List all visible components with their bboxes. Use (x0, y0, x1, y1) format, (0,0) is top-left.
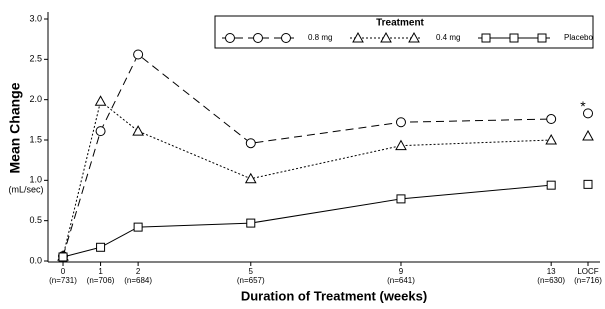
marker (537, 33, 547, 43)
marker (132, 125, 144, 136)
marker (583, 179, 593, 189)
x-tick-label: 2 (136, 267, 141, 276)
legend-box (214, 15, 594, 49)
marker (546, 114, 557, 125)
marker (352, 31, 364, 43)
x-tick-sublabel: (n=657) (237, 276, 265, 285)
marker (396, 194, 406, 204)
marker (133, 222, 143, 232)
x-tick-sublabel: (n=641) (387, 276, 415, 285)
y-tick-label: 0.0 (29, 255, 42, 265)
y-tick-label: 1.0 (29, 175, 42, 185)
marker (96, 242, 106, 252)
marker (225, 33, 235, 43)
series-line (62, 100, 552, 257)
marker (246, 218, 256, 228)
y-tick-label: 2.5 (29, 54, 42, 64)
y-tick-label: 0.5 (29, 215, 42, 225)
x-tick-label: 1 (98, 267, 103, 276)
marker (94, 95, 107, 106)
series-line (62, 53, 552, 257)
marker (281, 33, 291, 43)
marker (395, 139, 407, 151)
x-tick-label: 0 (61, 267, 66, 276)
marker (509, 33, 519, 43)
y-axis-label: Mean Change (7, 82, 23, 173)
marker (408, 31, 420, 43)
y-tick-label: 1.5 (29, 134, 42, 144)
annotation: * (580, 98, 586, 114)
x-tick-sublabel: (n=706) (87, 276, 115, 285)
x-tick-sublabel: (n=731) (49, 276, 77, 285)
legend-label: 0.8 mg (308, 33, 332, 42)
x-tick-label: 13 (547, 267, 556, 276)
marker (253, 33, 263, 43)
x-tick-sublabel: (n=716) (574, 276, 602, 285)
marker (481, 33, 491, 43)
marker (95, 126, 106, 137)
marker (583, 108, 593, 119)
x-axis-label: Duration of Treatment (weeks) (241, 288, 427, 303)
x-tick-label: LOCF (577, 267, 598, 276)
y-tick-label: 2.0 (29, 94, 42, 104)
x-tick-sublabel: (n=684) (124, 276, 152, 285)
y-tick-label: 3.0 (29, 13, 42, 23)
legend-label: Placebo (564, 33, 593, 42)
legend-title: Treatment (376, 18, 424, 29)
marker (133, 49, 144, 60)
marker (582, 129, 594, 141)
marker (395, 117, 406, 128)
marker (245, 138, 256, 149)
marker (546, 180, 556, 190)
marker (545, 133, 558, 145)
marker (380, 31, 392, 43)
x-tick-label: 5 (249, 267, 254, 276)
marker (244, 172, 257, 184)
y-axis-unit: (mL/sec) (8, 184, 43, 194)
x-tick-sublabel: (n=630) (537, 276, 565, 285)
legend-label: 0.4 mg (436, 33, 460, 42)
marker (58, 252, 68, 262)
series-line (62, 184, 552, 258)
x-tick-label: 9 (399, 267, 404, 276)
